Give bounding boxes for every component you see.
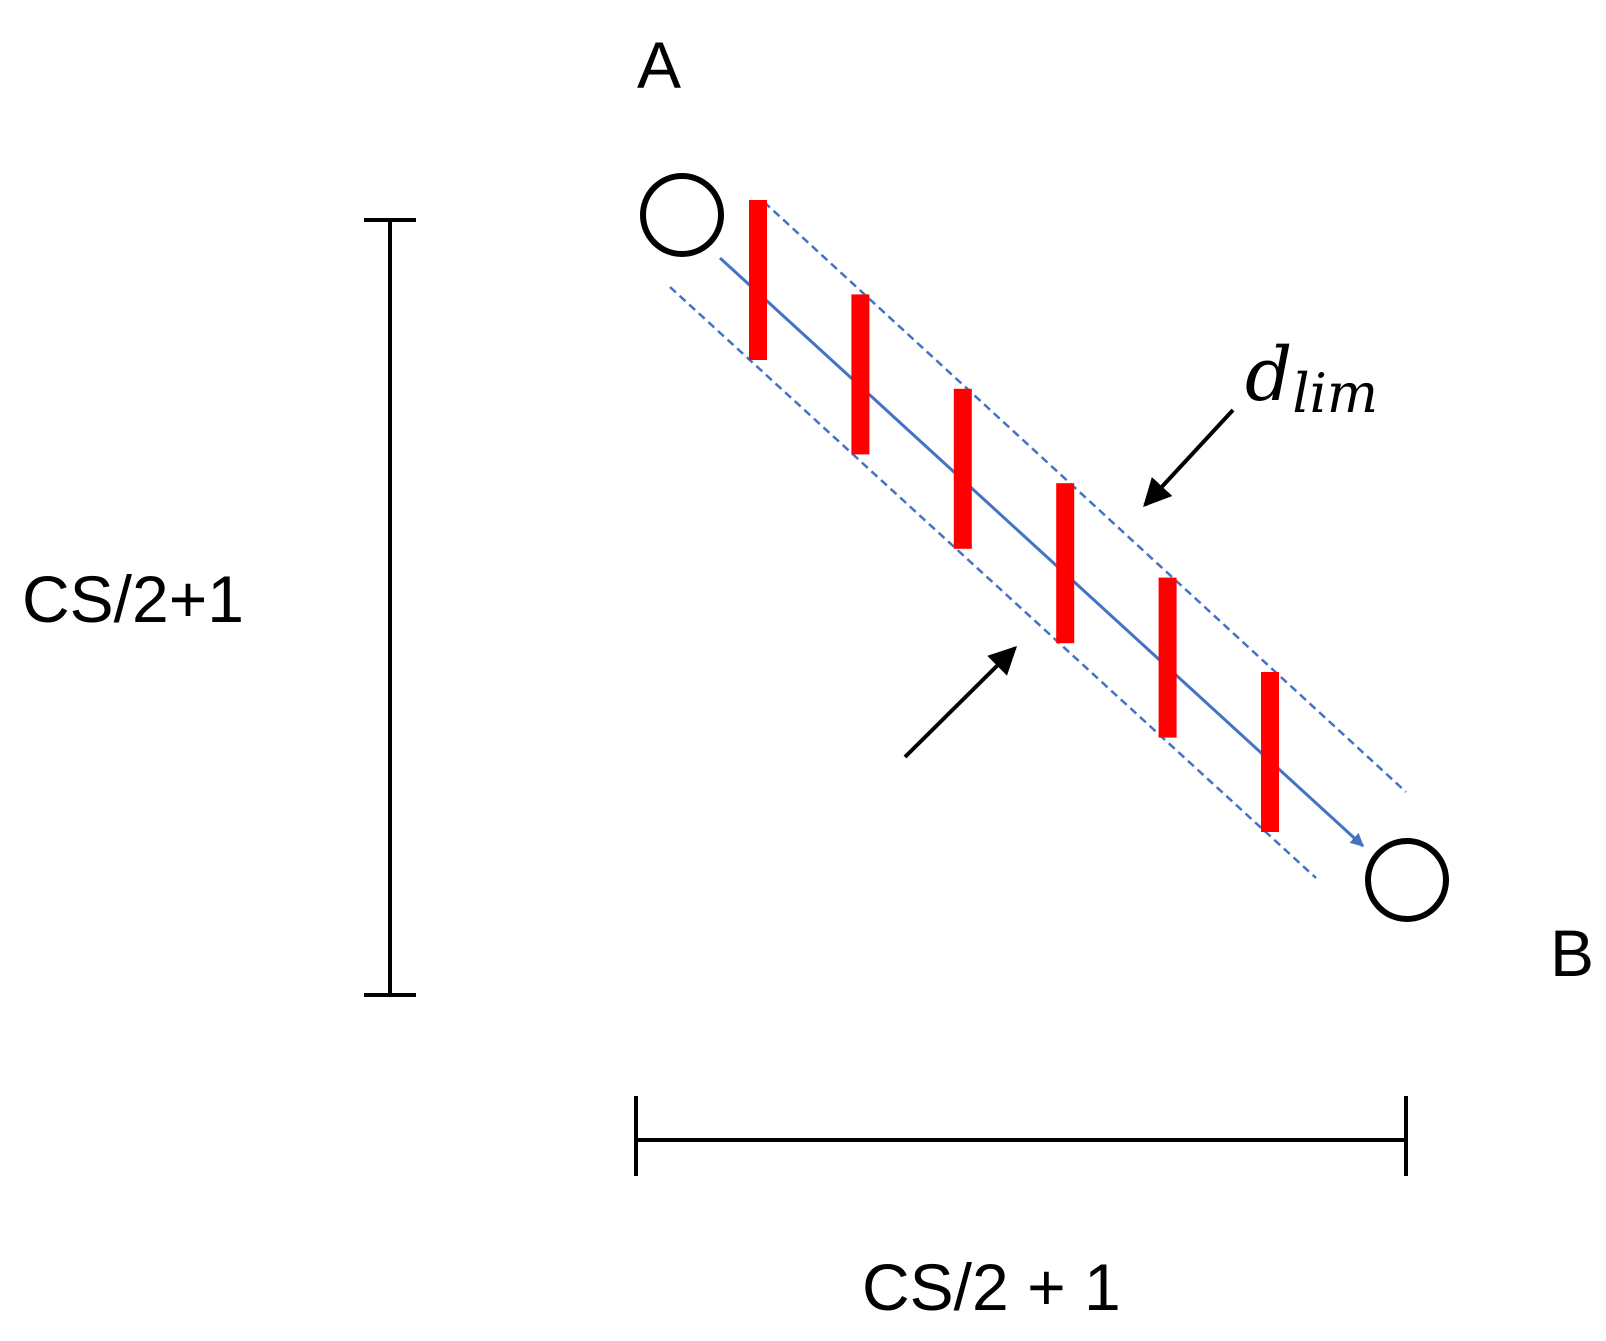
red-mark [1158, 577, 1177, 738]
dlim-lower-arrow [903, 646, 1017, 759]
red-marks-group [749, 200, 1279, 832]
path-arrow-a-to-b [718, 256, 1365, 848]
red-mark [749, 200, 767, 360]
red-mark [851, 294, 870, 455]
point-b-circle [1365, 838, 1449, 922]
lower-dashed-boundary [669, 286, 1317, 879]
point-b-label: B [1550, 916, 1594, 990]
point-a-circle [640, 173, 724, 257]
horizontal-dimension-bar [634, 1096, 1408, 1176]
red-mark [1261, 672, 1279, 832]
dlim-subscript: lim [1292, 362, 1378, 425]
dlim-symbol: d [1245, 332, 1292, 418]
red-mark [953, 388, 972, 549]
horizontal-dimension-label: CS/2 + 1 [862, 1250, 1121, 1324]
upper-dashed-boundary [763, 201, 1407, 793]
vertical-dimension-bar [364, 218, 416, 997]
red-mark [1056, 483, 1075, 644]
vertical-dimension-label: CS/2+1 [22, 562, 244, 636]
point-a-label: A [637, 28, 681, 102]
dlim-label: dlim [1245, 332, 1378, 425]
dlim-upper-arrow [1143, 408, 1235, 508]
